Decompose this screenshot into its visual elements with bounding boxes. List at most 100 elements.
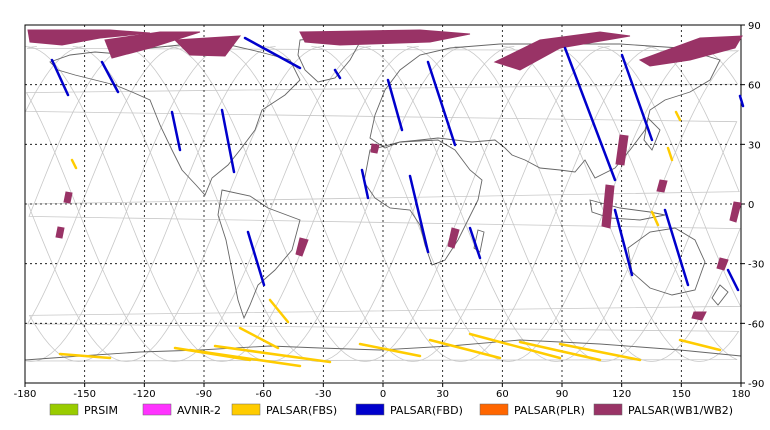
wb-strip-philippines <box>656 179 668 193</box>
x-tick-label: -120 <box>133 389 156 400</box>
x-tick-label: -150 <box>73 389 96 400</box>
x-tick-label: 180 <box>731 389 750 400</box>
x-tick-label: -60 <box>255 389 271 400</box>
x-tick-label: 0 <box>380 389 386 400</box>
fbd-strip-siberia-e <box>620 53 654 142</box>
fbd-strip-west-africa <box>360 168 370 200</box>
legend-label: PALSAR(FBS) <box>266 404 337 417</box>
legend-swatch <box>142 403 172 416</box>
fbs-strip-indonesia <box>650 210 660 227</box>
north-america-outline <box>49 43 301 196</box>
plot-area <box>25 25 741 383</box>
x-tick-label: -30 <box>315 389 331 400</box>
fbs-strip-ant-2 <box>188 348 302 368</box>
indonesia-outline <box>589 199 666 221</box>
legend-swatch <box>49 403 79 416</box>
legend-label: PALSAR(PLR) <box>514 404 585 417</box>
wb-strip-pacific-1 <box>63 191 73 204</box>
fbs-strip-japan <box>666 146 674 162</box>
fbd-strip-alaska <box>50 58 70 97</box>
wb-strip-nz <box>691 311 707 321</box>
fbs-strip-ant-8 <box>518 340 602 362</box>
wb-strip-australia <box>716 257 729 271</box>
y-tick-label: 30 <box>748 140 761 151</box>
fbs-strip-ant-10 <box>678 338 722 352</box>
fbs-strip-ant-6 <box>428 338 502 360</box>
orbit-track <box>168 46 563 362</box>
x-axis-labels: -180 -150 -120 -90 -60 -30 0 30 60 90 120 150 180 <box>14 383 751 400</box>
fbs-strip-patagonia <box>268 298 290 324</box>
wb-strip-arctic-canada <box>173 35 242 57</box>
legend-swatch <box>355 403 385 416</box>
wb-strip-png <box>729 201 742 223</box>
fbd-strip-africa <box>408 174 430 254</box>
fbs-strip-ant-4 <box>58 352 112 360</box>
fbs-strip-ant-7 <box>468 332 562 360</box>
palsar-fbs-strips <box>58 110 722 368</box>
fbd-strip-borneo <box>613 208 634 277</box>
japan-outline <box>643 117 661 151</box>
orbit-track <box>25 46 739 362</box>
fbd-strip-se-australia <box>726 268 740 292</box>
palsar-wb-strips <box>27 29 743 321</box>
legend-swatch <box>479 403 509 416</box>
fbd-strip-canada-w <box>100 60 120 94</box>
south-america-outline <box>217 189 301 320</box>
x-tick-label: 90 <box>556 389 569 400</box>
legend-label: PRSIM <box>84 404 118 417</box>
fbd-strip-siberia <box>563 46 617 182</box>
fbd-strip-usa <box>170 110 182 152</box>
australia-outline <box>627 227 706 296</box>
fbs-strip-weddell <box>238 326 280 350</box>
palsar-fbd-strips <box>50 36 745 292</box>
fbd-strip-amazon <box>246 230 266 287</box>
legend-swatch <box>231 403 261 416</box>
y-tick-label: -60 <box>748 319 764 330</box>
wb-strip-pacific-2 <box>55 226 65 239</box>
antarctica-outline <box>24 339 742 361</box>
fbd-strip-east-usa <box>220 108 236 174</box>
fbs-strip-ant-3 <box>213 344 332 364</box>
wb-strip-atlantic <box>370 143 380 154</box>
y-tick-label: -90 <box>748 379 764 390</box>
fbd-strip-russia-w <box>426 60 457 147</box>
wb-strip-sumatra <box>601 184 615 229</box>
orbit-track <box>28 46 741 362</box>
wb-strip-arctic-west <box>27 29 151 46</box>
y-tick-label: -30 <box>748 260 764 271</box>
legend: PRSIM AVNIR-2 PALSAR(FBS) PALSAR(FBD) PALSAR… <box>49 403 733 417</box>
x-tick-label: 120 <box>612 389 631 400</box>
orbit-track <box>26 46 740 362</box>
fbd-strip-australia <box>663 208 690 287</box>
fbd-strip-east-africa <box>468 226 482 260</box>
y-tick-label: 0 <box>748 200 754 211</box>
orbit-track <box>25 46 738 362</box>
wb-strip-congo <box>447 227 460 249</box>
y-tick-label: 90 <box>748 21 761 32</box>
wb-strip-china <box>615 134 629 166</box>
legend-label: PALSAR(FBD) <box>390 404 463 417</box>
legend-swatch <box>593 403 623 416</box>
africa-outline <box>363 139 483 266</box>
fbs-strip-kuril <box>674 110 682 122</box>
fbs-strip-ant-9 <box>558 342 642 362</box>
new-zealand-outline <box>711 284 729 306</box>
orbit-track <box>26 46 740 362</box>
orbit-tracks <box>24 46 742 362</box>
fbs-strip-hawaii <box>70 158 78 170</box>
legend-label: PALSAR(WB1/WB2) <box>628 404 733 417</box>
x-tick-label: -180 <box>14 389 37 400</box>
wb-strip-arctic-east <box>638 35 743 67</box>
y-axis-labels: 90 60 30 0 -30 -60 -90 <box>741 21 764 390</box>
y-tick-label: 60 <box>748 81 761 92</box>
orbit-track <box>24 46 738 362</box>
land-outlines <box>24 35 742 361</box>
orbit-track <box>24 46 419 362</box>
x-tick-label: 30 <box>436 389 449 400</box>
orbit-track <box>27 46 740 362</box>
wb-strip-brazil <box>295 237 309 257</box>
wb-strip-arctic-greenland <box>299 29 471 46</box>
orbit-track <box>311 46 706 362</box>
x-tick-label: 60 <box>496 389 509 400</box>
